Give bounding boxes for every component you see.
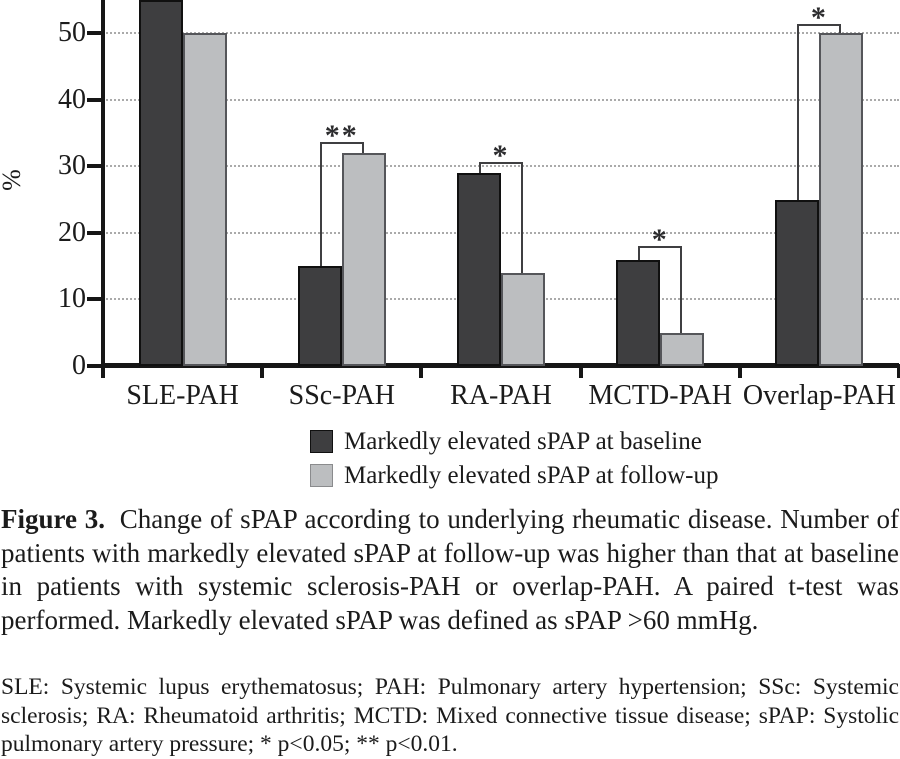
legend-item-baseline: Markedly elevated sPAP at baseline [310,429,718,454]
y-tick-label: 20 [58,216,86,248]
gridline [103,32,899,35]
significance-stars: * [651,223,669,257]
significance-bracket [638,246,683,249]
significance-stars: ** [324,118,359,152]
y-tick-label: 0 [72,350,86,381]
caption-label: Figure 3. [1,504,105,534]
y-tick-label: 10 [58,283,86,315]
significance-bracket [521,161,523,273]
significance-bracket [680,246,683,333]
y-tick [87,31,103,36]
significance-bracket [361,141,364,154]
x-category-label: SLE-PAH [126,380,239,411]
x-tick [260,364,265,378]
significance-stars: * [810,0,828,34]
bar-baseline-SLE-PAH [138,0,183,366]
x-category-label: MCTD-PAH [588,380,733,411]
chart-legend: Markedly elevated sPAP at baseline Marke… [310,429,718,488]
bar-followup-MCTD-PAH [660,332,705,366]
gridline [103,231,899,234]
legend-label: Markedly elevated sPAP at baseline [344,428,702,455]
y-tick [87,297,103,302]
figure-caption: Figure 3. Change of sPAP according to un… [1,503,899,637]
significance-stars: * [492,138,510,172]
significance-bracket [479,161,523,164]
gridline [103,165,899,168]
legend-swatch [310,464,333,487]
x-category-label: RA-PAH [450,380,552,411]
significance-bracket [319,141,322,267]
y-axis-label: % [0,158,26,202]
bar-baseline-RA-PAH [457,173,501,366]
significance-bracket [839,23,842,34]
y-tick [87,164,103,169]
y-tick-label: 40 [58,83,86,115]
significance-bracket [319,141,364,144]
bar-baseline-Overlap-PAH [775,199,820,366]
legend-swatch [310,430,333,453]
y-tick [87,364,103,368]
bar-followup-SLE-PAH [182,33,227,366]
x-category-label: Overlap-PAH [742,380,896,411]
significance-bracket [797,23,800,200]
legend-label: Markedly elevated sPAP at follow-up [344,462,719,489]
x-tick [578,364,583,378]
significance-bracket [797,23,842,26]
y-axis [101,0,105,368]
y-tick-label: 50 [58,17,86,49]
gridline [103,98,899,101]
caption-text: Change of sPAP according to underlying r… [1,504,899,635]
y-tick [87,230,103,235]
x-tick [897,364,900,378]
significance-bracket [638,246,641,260]
x-tick [101,364,105,378]
bar-baseline-MCTD-PAH [616,259,661,366]
bar-chart: % 01020304050*****SLE-PAHSSc-PAHRA-PAHMC… [0,0,900,411]
x-category-label: SSc-PAH [288,380,395,411]
bar-baseline-SSc-PAH [297,266,342,366]
legend-item-followup: Markedly elevated sPAP at follow-up [310,463,718,488]
x-tick [737,364,742,378]
figure-footnote: SLE: Systemic lupus erythematosus; PAH: … [1,674,899,757]
bar-followup-RA-PAH [501,272,545,366]
x-tick [419,364,424,378]
y-tick-label: 30 [58,150,86,182]
bar-followup-SSc-PAH [341,153,386,366]
y-tick [87,97,103,102]
significance-bracket [479,161,481,174]
bar-followup-Overlap-PAH [819,33,864,366]
